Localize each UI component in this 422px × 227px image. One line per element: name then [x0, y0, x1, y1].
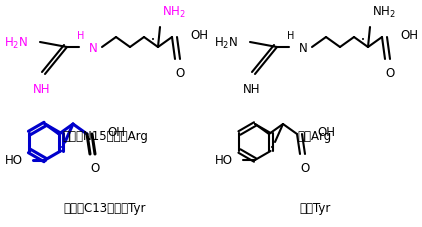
Text: 普通Tyr: 普通Tyr: [299, 201, 331, 214]
Text: $\mathregular{NH_2}$: $\mathregular{NH_2}$: [372, 5, 396, 20]
Text: OH: OH: [107, 125, 125, 138]
Text: HO: HO: [215, 154, 233, 167]
Text: $\mathregular{H_2N}$: $\mathregular{H_2N}$: [4, 35, 28, 50]
Text: 同位素N15标记的Arg: 同位素N15标记的Arg: [62, 129, 148, 142]
Text: N: N: [89, 41, 98, 54]
Text: •: •: [270, 144, 274, 150]
Text: OH: OH: [400, 28, 418, 41]
Text: •: •: [361, 37, 365, 43]
Text: •: •: [151, 37, 155, 43]
Text: O: O: [385, 67, 395, 80]
Text: $\mathregular{NH_2}$: $\mathregular{NH_2}$: [162, 5, 186, 20]
Text: 普通Arg: 普通Arg: [298, 129, 332, 142]
Text: N: N: [299, 41, 308, 54]
Text: HO: HO: [5, 154, 23, 167]
Text: OH: OH: [317, 125, 335, 138]
Text: OH: OH: [190, 28, 208, 41]
Text: $\mathregular{H_2N}$: $\mathregular{H_2N}$: [214, 35, 238, 50]
Text: NH: NH: [243, 83, 261, 96]
Text: H: H: [77, 31, 85, 41]
Text: O: O: [90, 161, 100, 174]
Text: O: O: [176, 67, 185, 80]
Text: NH: NH: [33, 83, 51, 96]
Text: •: •: [60, 144, 64, 150]
Text: O: O: [300, 161, 310, 174]
Text: H: H: [287, 31, 295, 41]
Text: 同位素C13标记的Tyr: 同位素C13标记的Tyr: [64, 201, 146, 214]
